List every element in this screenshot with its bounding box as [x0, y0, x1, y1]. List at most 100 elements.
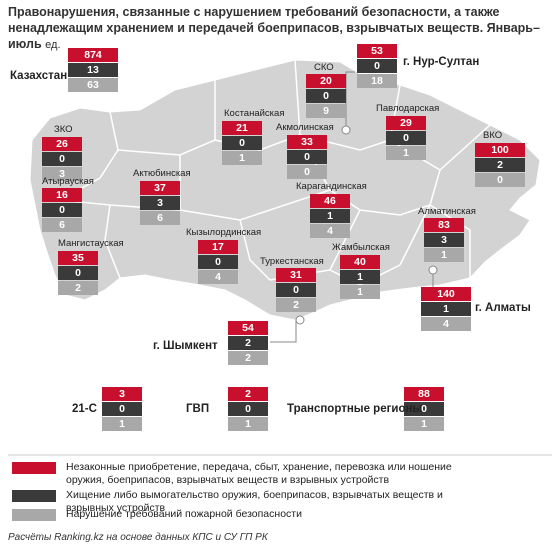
value-box-shymkent-0: 54 [228, 321, 268, 335]
region-label-vko: ВКО [483, 130, 503, 141]
region-label-almaty_reg: Алматинская [418, 206, 476, 217]
value-box-karaganda-2: 4 [310, 224, 350, 238]
legend-swatch-0 [12, 462, 56, 474]
region-label-atyrau: Атырауская [42, 176, 94, 187]
value-box-gvp-2: 1 [228, 417, 268, 431]
value-box-karaganda-0: 46 [310, 194, 350, 208]
region-label-mangistau: Мангистауская [58, 238, 124, 249]
value-box-zhambyl-0: 40 [340, 255, 380, 269]
value-box-aktobe-1: 3 [140, 196, 180, 210]
legend-label-2: Нарушение требований пожарной безопаснос… [66, 508, 302, 520]
value-stack-vko: 100 2 0 [475, 143, 525, 188]
value-box-kazakhstan-2: 63 [68, 78, 118, 92]
unit-label: ед. [45, 39, 61, 51]
region-label-kazakhstan: Казахстан [10, 70, 68, 82]
value-box-zhambyl-1: 1 [340, 270, 380, 284]
value-box-pavlodar-1: 0 [386, 131, 426, 145]
region-label-kostanay: Костанайская [224, 108, 285, 119]
almaty-marker [428, 265, 438, 275]
value-box-c21-1: 0 [102, 402, 142, 416]
region-label-akmola: Акмолинская [276, 122, 334, 133]
value-box-sko-2: 9 [306, 104, 346, 118]
value-box-kostanay-0: 21 [222, 121, 262, 135]
value-box-kyzylorda-0: 17 [198, 240, 238, 254]
region-label-karaganda: Карагандинская [296, 181, 367, 192]
value-box-c21-0: 3 [102, 387, 142, 401]
value-box-aktobe-0: 37 [140, 181, 180, 195]
region-label-turkestan: Туркестанская [260, 256, 324, 267]
value-box-shymkent-1: 2 [228, 336, 268, 350]
value-box-kyzylorda-2: 4 [198, 270, 238, 284]
region-label-sko: СКО [314, 62, 334, 73]
value-box-kazakhstan-0: 874 [68, 48, 118, 62]
value-box-vko-2: 0 [475, 173, 525, 187]
value-stack-shymkent: 54 2 2 [228, 321, 268, 366]
region-label-shymkent: г. Шымкент [153, 340, 218, 352]
region-label-aktobe: Актюбинская [133, 168, 191, 179]
region-label-c21: 21-С [72, 403, 97, 415]
value-stack-karaganda: 46 1 4 [310, 194, 350, 239]
value-box-almaty_reg-0: 83 [424, 218, 464, 232]
value-box-kazakhstan-1: 13 [68, 63, 118, 77]
region-label-kyzylorda: Кызылординская [186, 227, 262, 238]
region-label-zhambyl: Жамбылская [332, 242, 390, 253]
value-box-nursultan-2: 18 [357, 74, 397, 88]
value-box-turkestan-1: 0 [276, 283, 316, 297]
value-box-mangistau-2: 2 [58, 281, 98, 295]
value-box-vko-0: 100 [475, 143, 525, 157]
value-stack-kyzylorda: 17 0 4 [198, 240, 238, 285]
source-note: Расчёты Ranking.kz на основе данных КПС … [8, 532, 268, 543]
value-box-pavlodar-2: 1 [386, 146, 426, 160]
value-box-mangistau-1: 0 [58, 266, 98, 280]
value-box-pavlodar-0: 29 [386, 116, 426, 130]
value-box-akmola-0: 33 [287, 135, 327, 149]
value-stack-atyrau: 16 0 6 [42, 188, 82, 233]
value-stack-almaty_reg: 83 3 1 [424, 218, 464, 263]
value-stack-transport: 88 0 1 [404, 387, 444, 432]
nursultan-marker [341, 125, 351, 135]
value-box-zko-1: 0 [42, 152, 82, 166]
value-box-zko-2: 3 [42, 167, 82, 181]
region-label-pavlodar: Павлодарская [376, 103, 440, 114]
value-stack-zko: 26 0 3 [42, 137, 82, 182]
legend-label-0: Незаконные приобретение, передача, сбыт,… [66, 461, 452, 486]
value-box-shymkent-2: 2 [228, 351, 268, 365]
value-stack-pavlodar: 29 0 1 [386, 116, 426, 161]
legend-swatch-2 [12, 509, 56, 521]
value-box-transport-1: 0 [404, 402, 444, 416]
value-box-almaty_reg-1: 3 [424, 233, 464, 247]
value-box-akmola-2: 0 [287, 165, 327, 179]
value-box-gvp-1: 0 [228, 402, 268, 416]
legend-swatch-1 [12, 490, 56, 502]
value-stack-almaty_city: 140 1 4 [421, 287, 471, 332]
nursultan-leader [345, 71, 355, 126]
value-box-vko-1: 2 [475, 158, 525, 172]
value-box-transport-2: 1 [404, 417, 444, 431]
value-stack-kostanay: 21 0 1 [222, 121, 262, 166]
value-box-nursultan-0: 53 [357, 44, 397, 58]
region-label-zko: ЗКО [54, 124, 73, 135]
value-box-sko-0: 20 [306, 74, 346, 88]
value-box-almaty_city-2: 4 [421, 317, 471, 331]
value-stack-akmola: 33 0 0 [287, 135, 327, 180]
value-stack-turkestan: 31 0 2 [276, 268, 316, 313]
value-box-akmola-1: 0 [287, 150, 327, 164]
legend-label-1: Хищение либо вымогательство оружия, боеп… [66, 489, 443, 514]
value-box-zko-0: 26 [42, 137, 82, 151]
value-box-kostanay-2: 1 [222, 151, 262, 165]
value-stack-zhambyl: 40 1 1 [340, 255, 380, 300]
value-box-almaty_city-1: 1 [421, 302, 471, 316]
region-label-gvp: ГВП [186, 403, 210, 415]
value-box-mangistau-0: 35 [58, 251, 98, 265]
value-box-kyzylorda-1: 0 [198, 255, 238, 269]
chart-title: Правонарушения, связанные с нарушением т… [8, 5, 540, 51]
value-box-atyrau-0: 16 [42, 188, 82, 202]
value-box-almaty_city-0: 140 [421, 287, 471, 301]
value-stack-kazakhstan: 874 13 63 [68, 48, 118, 93]
value-box-almaty_reg-2: 1 [424, 248, 464, 262]
value-box-nursultan-1: 0 [357, 59, 397, 73]
value-stack-nursultan: 53 0 18 [357, 44, 397, 89]
value-stack-mangistau: 35 0 2 [58, 251, 98, 296]
value-box-atyrau-1: 0 [42, 203, 82, 217]
